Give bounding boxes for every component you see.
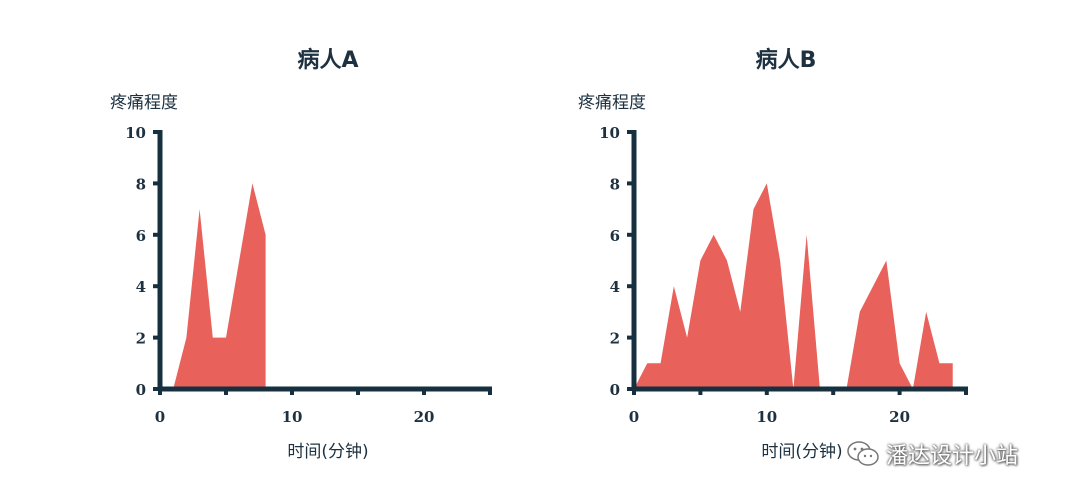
pain-area-series [173,183,266,389]
x-tick-label: 0 [155,408,165,426]
y-tick-label: 4 [610,278,620,296]
x-tick-label: 0 [629,408,639,426]
y-tick-label: 6 [610,227,620,245]
chart-title: 病人A [297,47,358,73]
x-tick-label: 20 [414,408,435,426]
x-tick-label: 10 [756,408,777,426]
y-tick-label: 10 [599,124,620,142]
x-axis-label: 时间(分钟) [761,442,842,462]
y-axis-label: 疼痛程度 [110,93,178,113]
y-tick-label: 0 [610,381,620,399]
y-tick-label: 8 [610,175,620,193]
chart-patient-b: 病人B 疼痛程度 0 2 4 6 8 10 0 10 20 时间(分钟) [578,47,968,462]
chart-title: 病人B [756,47,817,73]
y-tick-label: 8 [136,175,146,193]
y-tick-label: 6 [136,227,146,245]
y-tick-label: 4 [136,278,146,296]
wechat-icon [847,441,879,466]
pain-area-series [634,183,953,389]
x-axis-label: 时间(分钟) [287,442,368,462]
y-tick-label: 0 [136,381,146,399]
y-tick-label: 2 [136,330,146,348]
x-tick-label: 10 [282,408,303,426]
y-tick-label: 2 [610,330,620,348]
y-tick-label: 10 [125,124,146,142]
chart-patient-a: 病人A 疼痛程度 0 2 4 6 8 10 0 10 20 时间(分钟) [110,47,492,462]
watermark-text: 潘达设计小站 [886,444,1019,469]
watermark: 潘达设计小站 [846,438,1018,470]
x-tick-label: 20 [889,408,910,426]
y-axis-label: 疼痛程度 [578,93,646,113]
